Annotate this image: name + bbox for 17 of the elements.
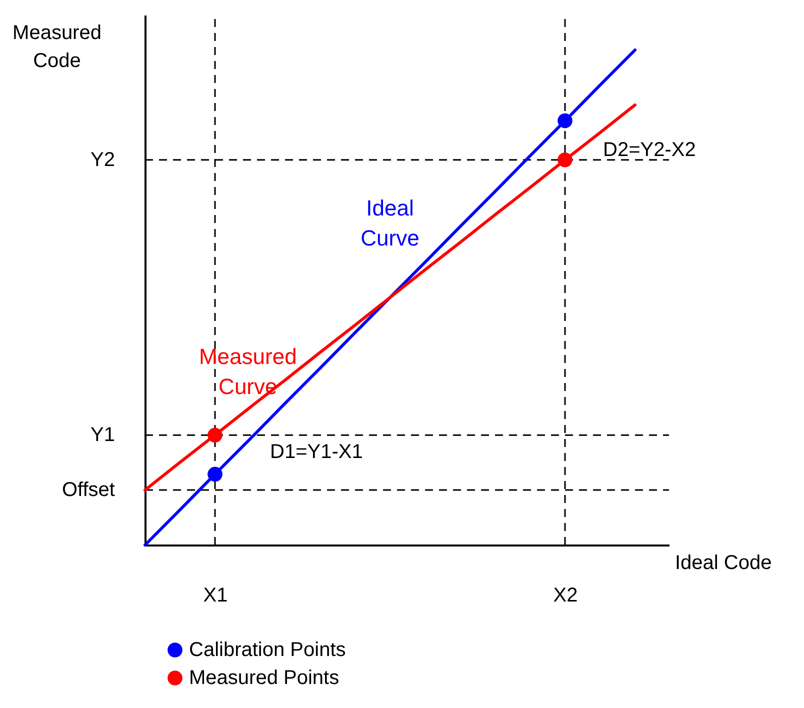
x-tick-label: X2 bbox=[553, 584, 578, 606]
y-axis-title: Measured Code bbox=[12, 22, 102, 72]
annotation: D2=Y2-X2 bbox=[603, 139, 696, 161]
ref-line-label: Y1 bbox=[90, 424, 115, 446]
ref-line-label: Y2 bbox=[90, 148, 115, 171]
x-tick-label: X1 bbox=[203, 584, 228, 606]
ref-line-label: Offset bbox=[62, 479, 116, 502]
series-label: Measured Curve bbox=[198, 344, 297, 399]
x-axis-title: Ideal Code bbox=[675, 552, 772, 574]
point bbox=[208, 428, 222, 443]
point bbox=[558, 113, 572, 128]
legend-label: Measured Points bbox=[189, 667, 340, 689]
point bbox=[558, 152, 572, 168]
legend-label: Calibration Points bbox=[189, 639, 346, 661]
annotation: D1=Y1-X1 bbox=[270, 441, 363, 463]
point bbox=[208, 466, 222, 482]
series-label: Ideal Curve bbox=[360, 195, 420, 250]
